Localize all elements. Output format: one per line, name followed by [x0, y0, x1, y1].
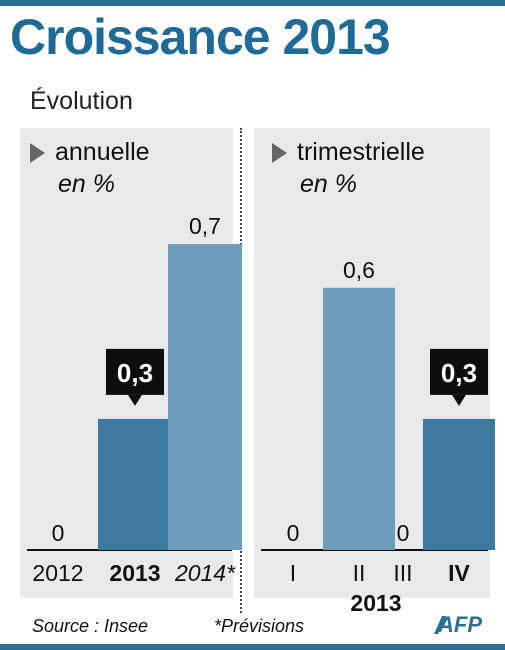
callout-pointer: [128, 394, 142, 406]
top-accent-bar: [0, 0, 505, 6]
quarterly-label: trimestrielle: [297, 138, 425, 166]
annual-label: annuelle: [55, 138, 150, 166]
data-label: 0,7: [189, 213, 221, 239]
tick-label: 2013: [109, 560, 160, 586]
tick-label: IV: [448, 560, 470, 586]
tick-label: II: [353, 560, 366, 586]
page-title: Croissance 2013: [10, 9, 391, 65]
annual-unit: en %: [58, 170, 115, 198]
bar-annual-2013: [98, 418, 172, 550]
x-group-label: 2013: [350, 590, 401, 616]
tick-label: 2014*: [174, 560, 236, 586]
subtitle: Évolution: [30, 87, 133, 115]
tick-label: III: [393, 560, 412, 586]
source-note: Source : Insee: [32, 616, 149, 636]
data-label: 0: [52, 520, 65, 546]
quarterly-unit: en %: [300, 170, 357, 198]
callout-pointer: [452, 394, 466, 406]
value-callout-box: [106, 348, 164, 395]
data-label: 0,6: [343, 257, 375, 283]
tick-label: I: [290, 560, 296, 586]
play-triangle-icon: [30, 143, 45, 163]
forecast-note: *Prévisions: [214, 616, 305, 636]
tick-label: 2012: [32, 560, 83, 586]
bar-annual-2014: [168, 244, 242, 550]
bar-quarter-II: [323, 287, 395, 550]
data-label: 0: [287, 520, 300, 546]
data-label: 0: [397, 520, 410, 546]
data-label: 0,3: [117, 358, 153, 388]
data-label: 0,3: [441, 358, 477, 388]
bottom-accent-bar: [0, 644, 505, 650]
svg-text:AFP: AFP: [437, 612, 482, 636]
afp-logo: AFP: [434, 612, 482, 636]
value-callout-box: [430, 348, 488, 395]
bar-quarter-IV: [423, 418, 495, 550]
play-triangle-icon: [272, 143, 287, 163]
